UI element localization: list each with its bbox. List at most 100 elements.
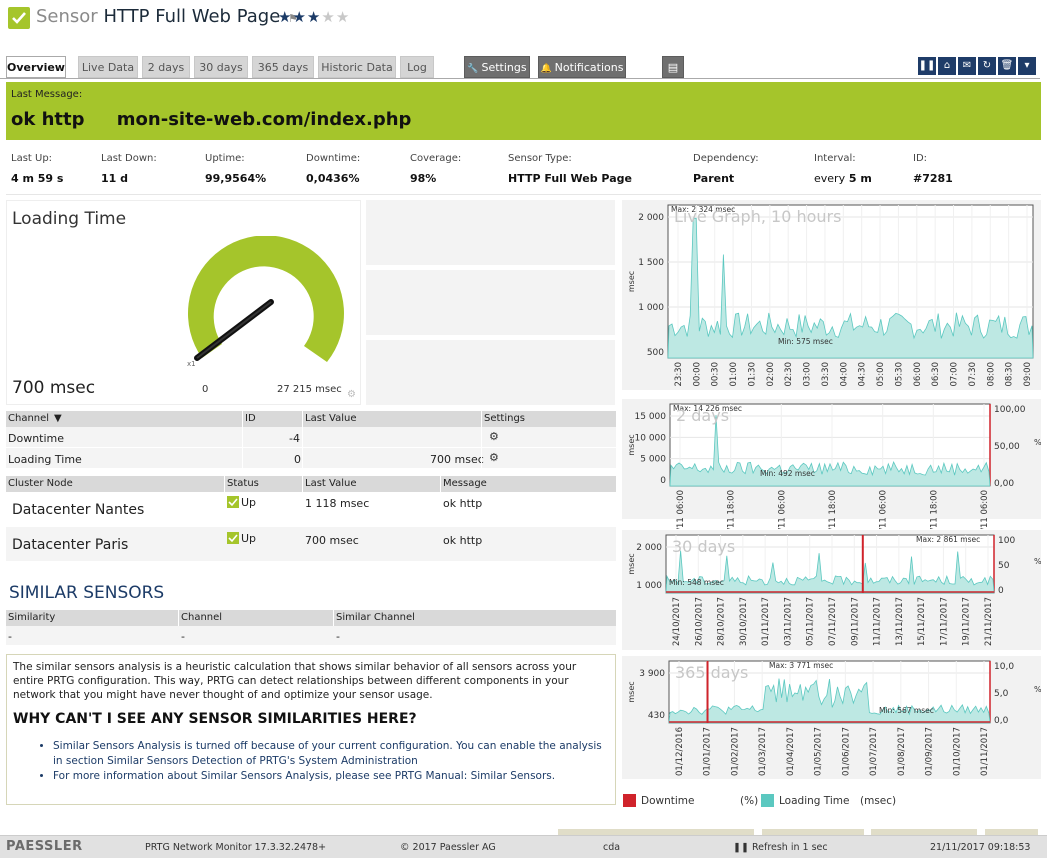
stat-interval: Interval: every 5 m <box>814 153 872 185</box>
tab-365-days[interactable]: 365 days <box>252 56 314 78</box>
graph-365-days[interactable]: 3 900 430 msec 10,0 5,0 0,0% 01/12/2016 01/01/2… <box>622 656 1041 779</box>
flag-icon[interactable]: ⚑ <box>288 12 298 25</box>
status-ok-icon <box>8 7 30 29</box>
comment-icon[interactable]: ▤ <box>662 56 684 78</box>
stat-dependency[interactable]: Dependency: Parent <box>693 153 759 185</box>
y-tick-label: 10 000 <box>635 433 667 443</box>
similar-sensors-info: The similar sensors analysis is a heuris… <box>6 654 616 805</box>
tab-live-data[interactable]: Live Data <box>78 56 138 78</box>
x-tick-label: 17/11/2017 <box>939 597 949 646</box>
priority-stars[interactable]: ★★★★★ <box>278 8 350 26</box>
x-tick-label: 19/11 18:00 <box>727 490 737 529</box>
min-label: Min: 548 msec <box>669 578 724 587</box>
gauge-title: Loading Time <box>12 209 127 229</box>
x-tick-label: 08:30 <box>1005 362 1015 387</box>
y2-tick-label: 50,00 <box>994 442 1020 452</box>
delete-icon[interactable]: 🗑 <box>998 57 1016 75</box>
x-tick-label: 02:30 <box>784 362 794 387</box>
graph-30-days[interactable]: 2 000 1 000 msec 100 50 0% 24/10/2017 26/10/201… <box>622 530 1041 650</box>
cluster-table: Cluster Node Status Last Value Message D… <box>6 476 616 562</box>
table-row[interactable]: Datacenter Paris Up 700 msec ok http <box>6 527 616 562</box>
star-icon[interactable]: ★ <box>278 8 293 26</box>
tab-30-days[interactable]: 30 days <box>194 56 248 78</box>
graph-title: 30 days <box>672 537 736 556</box>
channel-settings-icon[interactable]: ⚙ <box>489 430 499 443</box>
last-message-text: ok http mon-site-web.com/index.php <box>11 109 412 130</box>
tab-2-days[interactable]: 2 days <box>142 56 190 78</box>
table-row[interactable]: Datacenter Nantes Up 1 118 msec ok http <box>6 492 616 527</box>
stat-last-up: Last Up: 4 m 59 s <box>11 153 64 185</box>
star-icon[interactable]: ★ <box>306 8 322 26</box>
refresh-status[interactable]: ❚❚ Refresh in 1 sec <box>733 842 828 853</box>
y-tick-label: 5 000 <box>640 455 666 465</box>
y-tick-label: 1 500 <box>638 258 664 268</box>
loading-time-series <box>668 678 991 724</box>
pause-icon[interactable]: ❚❚ <box>918 57 936 75</box>
channel-settings-icon[interactable]: ⚙ <box>489 451 499 464</box>
x-tick-label: 21/11/2017 <box>984 597 994 646</box>
footer-bar: PAESSLER PRTG Network Monitor 17.3.32.24… <box>0 835 1047 858</box>
tab-divider <box>0 78 1040 79</box>
email-icon[interactable]: ✉ <box>958 57 976 75</box>
x-tick-label: 15/11/2017 <box>917 597 927 646</box>
gauge-placeholder-2 <box>366 270 615 335</box>
page-header: Sensor HTTP Full Web Page ⚑ ★★★★★ <box>0 0 1047 36</box>
tab-notifications[interactable]: 🔔 Notifications <box>538 56 626 78</box>
table-row[interactable]: Downtime -4 ⚙ <box>6 427 616 448</box>
y2-axis-label: % <box>1034 557 1041 566</box>
sensor-stats: Last Up: 4 m 59 s Last Down: 11 d Uptime: 99,… <box>6 147 1041 195</box>
y2-axis-label: % <box>1034 438 1041 447</box>
x-tick-label: 28/10/2017 <box>717 597 727 646</box>
loading-time-series <box>667 217 1034 359</box>
dropdown-icon[interactable]: ▾ <box>1018 57 1036 75</box>
x-tick-label: 07:00 <box>950 362 960 387</box>
y2-tick-label: 0,0 <box>994 716 1009 726</box>
y-axis-label: msec <box>627 681 636 702</box>
gauge-settings-icon[interactable]: ⚙ <box>347 389 356 400</box>
table-row[interactable]: Loading Time 0 700 msec ⚙ <box>6 448 616 469</box>
x-tick-label: 00:30 <box>711 362 721 387</box>
graph-title: Live Graph, 10 hours <box>674 207 842 226</box>
x-tick-label: 04:30 <box>858 362 868 387</box>
x-tick-label: 20/11 18:00 <box>828 490 838 529</box>
x-tick-label: 19/11/2017 <box>962 597 972 646</box>
y-tick-label: 430 <box>648 711 665 721</box>
tab-settings[interactable]: 🔧 Settings <box>464 56 530 78</box>
x-tick-label: 02:00 <box>766 362 776 387</box>
x-tick-label: 01/05/2017 <box>814 727 824 776</box>
x-tick-label: 09/11/2017 <box>850 597 860 646</box>
x-tick-label: 05/11/2017 <box>806 597 816 646</box>
min-label: Min: 492 msec <box>760 469 815 478</box>
graph-live-graph-10-hours[interactable]: 2 000 1 500 1 000 500 msec 23:30 00:00 00:30 01:… <box>622 200 1041 390</box>
paessler-logo[interactable]: PAESSLER <box>6 839 83 854</box>
x-tick-label: 01/03/2017 <box>758 727 768 776</box>
scan-now-icon[interactable]: ⌂ <box>938 57 956 75</box>
star-icon[interactable]: ★ <box>321 8 336 26</box>
gauge-placeholder-1 <box>366 200 615 265</box>
tab-overview[interactable]: Overview <box>6 56 66 78</box>
x-tick-label: 20/11 06:00 <box>777 490 787 529</box>
bell-icon: 🔔 <box>540 64 555 74</box>
star-icon[interactable]: ★ <box>335 8 351 26</box>
tab-log[interactable]: Log <box>400 56 434 78</box>
similar-sensors-table: Similarity Channel Similar Channel - - - <box>6 610 616 646</box>
refresh-icon[interactable]: ↻ <box>978 57 996 75</box>
x-tick-label: 01/01/2017 <box>703 727 713 776</box>
star-icon[interactable]: ★ <box>292 8 307 26</box>
graph-2-days[interactable]: 15 000 10 000 5 000 0 msec 100,00 50,00 0,00% 19… <box>622 399 1041 529</box>
x-tick-label: 11/11/2017 <box>873 597 883 646</box>
y2-tick-label: 100,00 <box>994 405 1026 415</box>
y2-tick-label: 10,0 <box>994 662 1014 672</box>
sort-icon[interactable]: ▼ <box>54 413 62 424</box>
y2-tick-label: 0,00 <box>994 479 1014 489</box>
x-tick-label: 01/11/2017 <box>761 597 771 646</box>
x-tick-label: 01/07/2017 <box>869 727 879 776</box>
min-label: Min: 575 msec <box>778 337 833 346</box>
max-label: Max: 3 771 msec <box>769 661 833 670</box>
stat-coverage: Coverage: 98% <box>410 153 462 185</box>
gauge-placeholder-3 <box>366 340 615 405</box>
y-tick-label: 3 900 <box>639 669 665 679</box>
tab-historic-data[interactable]: Historic Data <box>318 56 396 78</box>
x-tick-label: 21/11 06:00 <box>879 490 889 529</box>
x-tick-label: 03/11/2017 <box>783 597 793 646</box>
